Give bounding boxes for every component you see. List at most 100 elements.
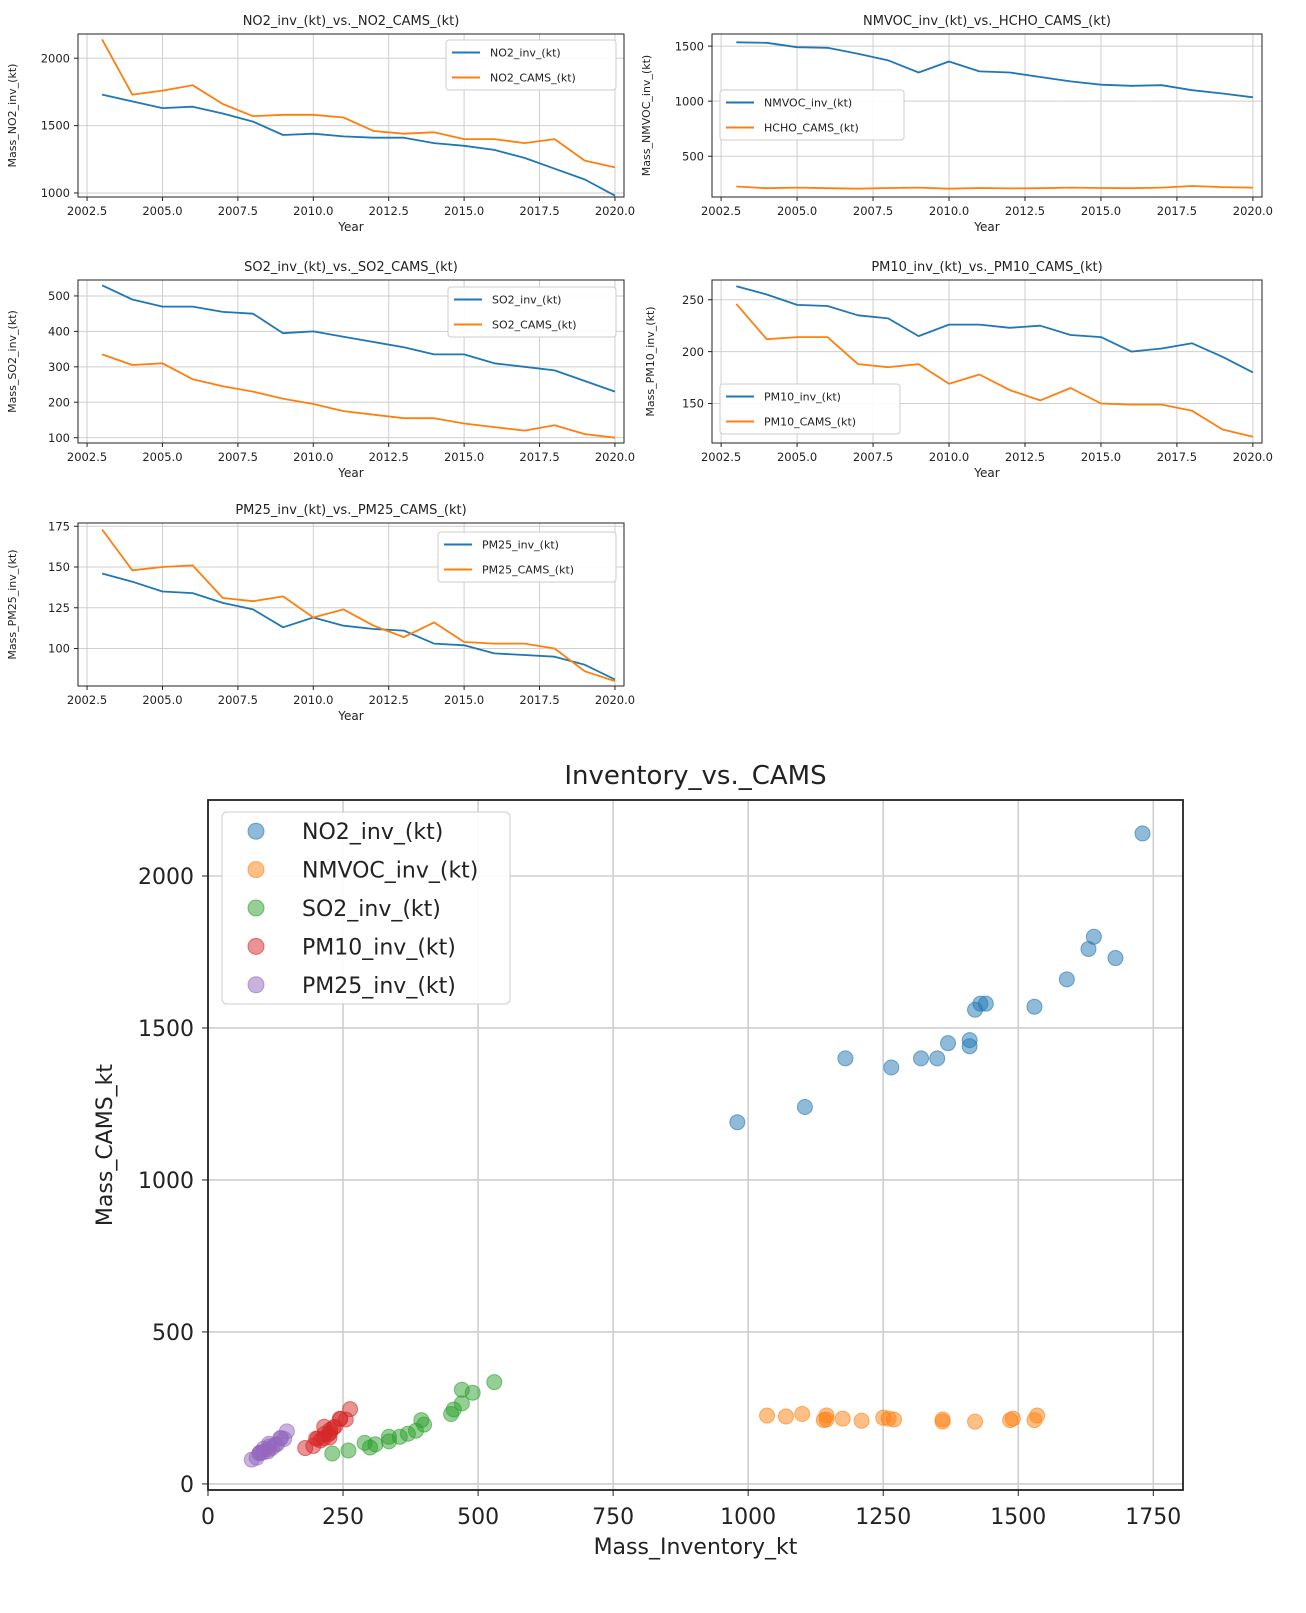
x-tick-label: 2012.5 [369, 450, 409, 464]
legend-label: PM25_inv_(kt) [302, 974, 456, 999]
x-tick-label: 2015.0 [1081, 450, 1121, 464]
y-tick-label: 1000 [138, 1169, 194, 1194]
chart-title: SO2_inv_(kt)_vs._SO2_CAMS_(kt) [244, 260, 458, 275]
scatter-point [243, 1451, 260, 1468]
chart-title: Inventory_vs._CAMS [564, 761, 826, 791]
x-tick-label: 2020.0 [595, 693, 635, 707]
scatter-point [1002, 1412, 1019, 1429]
scatter-point [380, 1433, 397, 1450]
scatter-point [818, 1407, 835, 1424]
x-tick-label: 2007.5 [853, 450, 893, 464]
scatter-point [1107, 950, 1124, 967]
legend-marker [247, 976, 265, 994]
x-tick-label: 2005.0 [777, 204, 817, 218]
scatter-point [1026, 998, 1043, 1015]
y-tick-label: 100 [48, 431, 70, 445]
y-tick-label: 125 [48, 601, 70, 615]
scatter-point [453, 1381, 470, 1398]
x-tick-label: 2020.0 [1233, 204, 1273, 218]
series-line-2 [735, 303, 1254, 438]
legend: PM25_inv_(kt) PM25_CAMS_(kt) [437, 531, 617, 583]
x-tick-label: 2007.5 [218, 204, 258, 218]
legend-label: SO2_inv_(kt) [302, 897, 441, 922]
y-axis-label: Mass_PM25_inv_(kt) [6, 549, 19, 659]
series-line-1 [736, 41, 1254, 99]
legend-label: PM10_inv_(kt) [764, 391, 841, 404]
y-tick-label: 300 [48, 360, 70, 374]
x-tick-label: 2005.0 [142, 450, 182, 464]
scatter-point [486, 1374, 503, 1391]
x-tick-label: 2007.5 [853, 204, 893, 218]
legend-label: SO2_CAMS_(kt) [492, 319, 577, 332]
plot-frame [207, 799, 1184, 1491]
scatter-point [340, 1442, 357, 1459]
legend-box [221, 811, 511, 1005]
x-tick-label: 2017.5 [519, 204, 559, 218]
x-tick-label: 2002.5 [701, 450, 741, 464]
x-tick-label: 2010.0 [293, 693, 333, 707]
y-tick-label: 1500 [675, 39, 704, 53]
legend-label: PM10_CAMS_(kt) [764, 416, 856, 429]
plot-frame [77, 33, 625, 198]
legend-label: PM25_CAMS_(kt) [482, 564, 574, 577]
y-axis-label: Mass_PM10_inv_(kt) [644, 306, 657, 416]
scatter-point [1134, 825, 1151, 842]
legend-marker [247, 937, 265, 955]
scatter-point [777, 1408, 794, 1425]
series-line-2 [101, 528, 616, 682]
legend-marker [247, 822, 265, 840]
scatter-point [929, 1050, 946, 1067]
x-tick-label: 2015.0 [444, 693, 484, 707]
x-tick-label: 2012.5 [1005, 450, 1045, 464]
scatter-point [356, 1434, 373, 1451]
y-tick-label: 500 [152, 1321, 194, 1346]
legend-label: NO2_CAMS_(kt) [490, 72, 576, 85]
y-tick-label: 100 [48, 642, 70, 656]
plot-frame [77, 279, 625, 444]
scatter-point [853, 1412, 870, 1429]
chart-title: PM10_inv_(kt)_vs._PM10_CAMS_(kt) [871, 260, 1102, 275]
plot-frame [711, 279, 1263, 444]
y-tick-label: 200 [48, 395, 70, 409]
x-tick-label: 2017.5 [519, 693, 559, 707]
scatter-point [875, 1409, 892, 1426]
y-tick-label: 1500 [138, 1017, 194, 1042]
y-tick-label: 1500 [41, 119, 70, 133]
x-axis-label: Year [337, 220, 363, 234]
x-axis-label: Year [973, 220, 999, 234]
series-line-1 [736, 285, 1254, 374]
scatter-point [297, 1440, 314, 1457]
x-tick-label: 2005.0 [142, 204, 182, 218]
chart-panel-1: 2002.5 2005.0 2007.5 2010.0 2012.5 2015.0 2017… [6, 14, 635, 234]
series-line-2 [101, 38, 616, 169]
legend-box [447, 286, 617, 338]
x-axis-label: Mass_Inventory_kt [594, 1535, 798, 1560]
scatter-point [794, 1406, 811, 1423]
scatter-point [729, 1114, 746, 1131]
chart-panel-3: 2002.5 2005.0 2007.5 2010.0 2012.5 2015.0 2017… [6, 260, 635, 480]
y-tick-label: 200 [682, 345, 704, 359]
x-tick-label: 2002.5 [701, 204, 741, 218]
x-axis-label: Year [337, 466, 363, 480]
scatter-point [913, 1050, 930, 1067]
scatter-point [967, 1001, 984, 1018]
x-tick-label: 2002.5 [67, 450, 107, 464]
x-tick-label: 2007.5 [218, 693, 258, 707]
y-tick-label: 400 [48, 325, 70, 339]
legend-box [719, 89, 905, 141]
x-tick-label: 1000 [720, 1505, 776, 1530]
scatter-point [1058, 971, 1075, 988]
x-tick-label: 2017.5 [1157, 450, 1197, 464]
legend-box [719, 383, 901, 435]
x-tick-label: 2002.5 [67, 204, 107, 218]
plot-frame [711, 33, 1263, 198]
scatter-point [967, 1413, 984, 1430]
plot-frame [77, 522, 625, 687]
x-tick-label: 2012.5 [1005, 204, 1045, 218]
legend: NO2_inv_(kt) NMVOC_inv_(kt) SO2_inv_(kt) PM… [221, 811, 511, 1005]
y-tick-label: 2000 [138, 865, 194, 890]
x-axis-label: Year [973, 466, 999, 480]
y-axis-label: Mass_CAMS_kt [93, 1064, 118, 1226]
x-tick-label: 2015.0 [444, 204, 484, 218]
